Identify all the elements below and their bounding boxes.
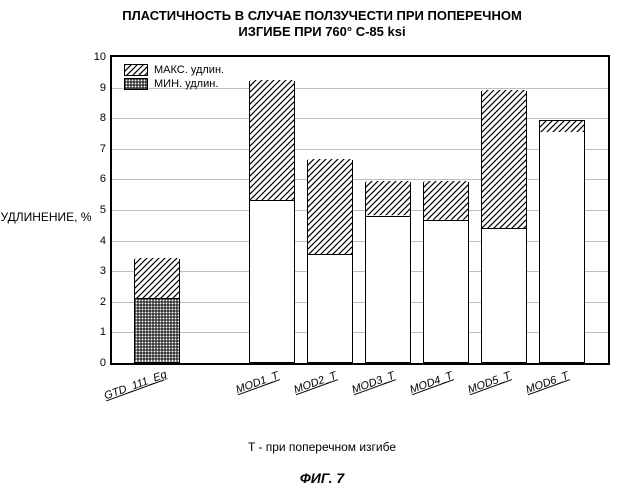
bar-segment-min (135, 299, 179, 362)
footnote: T - при поперечном изгибе (0, 440, 644, 454)
bar-segment-min (366, 217, 410, 362)
bar-segment-min (250, 201, 294, 362)
gridline (112, 210, 608, 211)
x-tick-label: GTD_111_Eq (103, 369, 169, 403)
gridline (112, 179, 608, 180)
gridline (112, 302, 608, 303)
bar-group (134, 57, 180, 363)
bar-segment-min (308, 255, 352, 362)
x-tick-label: MOD3_T (350, 370, 396, 397)
gridline (112, 271, 608, 272)
x-tick-label: MOD4_T (408, 370, 454, 397)
gridline (112, 118, 608, 119)
y-tick-label: 5 (76, 204, 112, 216)
bar-group (307, 57, 353, 363)
gridline (112, 149, 608, 150)
bar-group (365, 57, 411, 363)
y-tick-label: 1 (76, 326, 112, 338)
bar-segment-min (540, 131, 584, 362)
bar-segment-max (308, 159, 352, 255)
x-tick-label: MOD1_T (234, 370, 280, 397)
x-tick-label: MOD2_T (292, 370, 338, 397)
gridline (112, 88, 608, 89)
gridline (112, 241, 608, 242)
bar (481, 91, 527, 363)
bar-segment-max (135, 258, 179, 299)
y-tick-label: 6 (76, 173, 112, 185)
bar (539, 120, 585, 363)
bar-segment-max (482, 90, 526, 229)
y-tick-label: 10 (76, 51, 112, 63)
bar-segment-max (424, 181, 468, 221)
bar (365, 182, 411, 363)
bar-segment-max (250, 80, 294, 201)
bar (134, 259, 180, 363)
figure-page: ПЛАСТИЧНОСТЬ В СЛУЧАЕ ПОЛЗУЧЕСТИ ПРИ ПОП… (0, 0, 644, 500)
y-tick-label: 2 (76, 296, 112, 308)
bar-segment-max (366, 181, 410, 216)
y-tick-label: 9 (76, 82, 112, 94)
bar-segment-max (540, 119, 584, 131)
y-tick-label: 8 (76, 112, 112, 124)
bar-group (423, 57, 469, 363)
chart-title: ПЛАСТИЧНОСТЬ В СЛУЧАЕ ПОЛЗУЧЕСТИ ПРИ ПОП… (0, 8, 644, 39)
x-tick-label: MOD6_T (524, 370, 570, 397)
bar (423, 182, 469, 363)
x-tick-label: MOD5_T (466, 370, 512, 397)
y-tick-label: 0 (76, 357, 112, 369)
bar-group (539, 57, 585, 363)
bar-segment-min (482, 229, 526, 362)
y-tick-label: 4 (76, 235, 112, 247)
gridline (112, 332, 608, 333)
plot-area: МАКС. удлин. МИН. удлин. 012345678910 (110, 55, 610, 365)
y-tick-label: 3 (76, 265, 112, 277)
y-tick-label: 7 (76, 143, 112, 155)
bar (249, 81, 295, 363)
title-line1: ПЛАСТИЧНОСТЬ В СЛУЧАЕ ПОЛЗУЧЕСТИ ПРИ ПОП… (122, 8, 522, 23)
bar (307, 160, 353, 363)
title-line2: ИЗГИБЕ ПРИ 760° C-85 ksi (238, 24, 405, 39)
bar-group (249, 57, 295, 363)
figure-number: ФИГ. 7 (0, 470, 644, 486)
bar-group (481, 57, 527, 363)
bar-segment-min (424, 221, 468, 362)
